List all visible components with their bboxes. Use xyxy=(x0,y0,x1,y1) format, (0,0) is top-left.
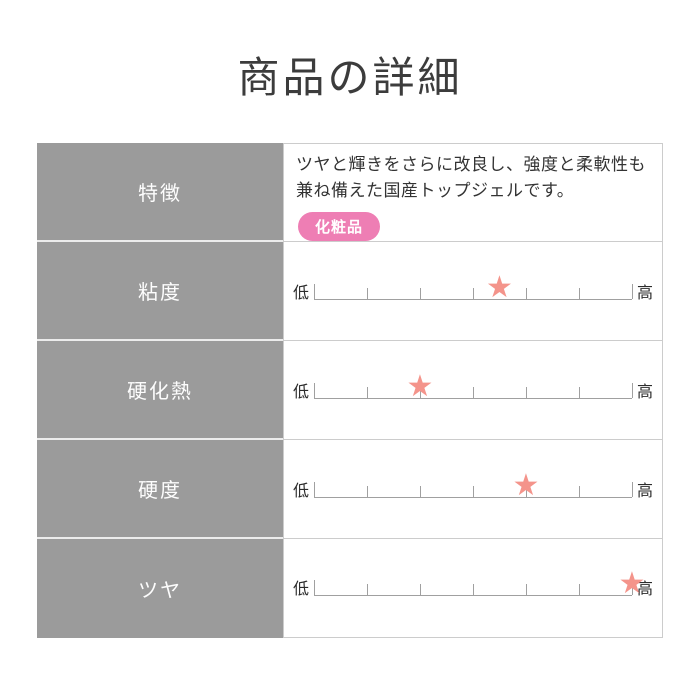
row-label-text: 特徴 xyxy=(138,183,182,205)
scale-tick xyxy=(314,283,316,299)
viscosity-scale-cell: 低 ★ 高 xyxy=(283,241,663,341)
scale-low-label: 低 xyxy=(293,581,310,598)
rating-scale: 低 ★ 高 xyxy=(284,371,662,401)
row-label-feature: 特徴 xyxy=(37,143,283,242)
scale-high-label: 高 xyxy=(636,482,653,500)
row-label-hardness: 硬度 xyxy=(37,440,283,539)
row-label-gloss: ツヤ xyxy=(37,539,283,638)
scale-tick xyxy=(367,485,368,497)
scale-low-label: 低 xyxy=(293,284,310,302)
scale-tick xyxy=(420,485,421,497)
cosmetics-badge: 化粧品 xyxy=(298,211,381,241)
scale-tick xyxy=(473,584,474,595)
table-row-feature: 特徴 ツヤと輝きをさらに改良し、強度と柔軟性も兼ね備えた国産トップジェルです。 … xyxy=(37,143,663,242)
table-row-viscosity: 粘度 低 ★ 高 xyxy=(37,241,663,341)
scale-tick xyxy=(367,287,368,299)
rating-scale: 低 ★ 高 xyxy=(284,569,662,599)
scale-tick xyxy=(525,386,527,398)
scale-high-label: 高 xyxy=(636,581,653,598)
scale-tick xyxy=(420,386,421,398)
feature-description: ツヤと輝きをさらに改良し、強度と柔軟性も兼ね備えた国産トップジェルです。 xyxy=(296,155,646,201)
scale-tick xyxy=(473,485,474,497)
scale-tick xyxy=(420,584,421,595)
scale-tick xyxy=(631,283,633,299)
scale-high-label: 高 xyxy=(636,383,653,401)
scale-tick xyxy=(473,287,474,299)
scale-tick xyxy=(578,485,580,497)
scale-low-label: 低 xyxy=(293,482,310,500)
scale-tick xyxy=(631,382,633,398)
scale-tick xyxy=(525,287,527,299)
row-label-text: 硬度 xyxy=(138,480,182,502)
scale-tick xyxy=(578,287,580,299)
scale-high-label: 高 xyxy=(636,284,653,302)
scale-tick xyxy=(631,580,633,595)
scale-tick xyxy=(578,386,580,398)
row-label-text: 粘度 xyxy=(138,282,182,304)
product-spec-table: 特徴 ツヤと輝きをさらに改良し、強度と柔軟性も兼ね備えた国産トップジェルです。 … xyxy=(37,143,663,638)
row-label-viscosity: 粘度 xyxy=(37,242,283,341)
scale-ruler: ★ xyxy=(314,272,633,302)
scale-ruler: ★ xyxy=(314,569,645,599)
hardness-scale-cell: 低 ★ 高 xyxy=(283,439,663,539)
rating-star-icon: ★ xyxy=(486,269,513,305)
rating-star-icon: ★ xyxy=(512,467,540,503)
rating-scale: 低 ★ 高 xyxy=(284,272,662,302)
scale-low-label: 低 xyxy=(293,383,310,401)
curing-heat-scale-cell: 低 ★ 高 xyxy=(283,340,663,440)
gloss-scale-cell: 低 ★ 高 xyxy=(283,538,663,638)
scale-tick xyxy=(420,287,421,299)
table-row-curing-heat: 硬化熱 低 ★ 高 xyxy=(37,340,663,440)
scale-ruler: ★ xyxy=(314,470,633,500)
scale-tick xyxy=(578,584,580,595)
scale-tick xyxy=(367,386,368,398)
table-row-gloss: ツヤ 低 ★ 高 xyxy=(37,538,663,638)
scale-tick xyxy=(525,485,527,497)
scale-tick xyxy=(473,386,474,398)
scale-tick xyxy=(314,580,316,595)
rating-star-icon: ★ xyxy=(618,566,646,601)
scale-tick xyxy=(314,481,316,497)
scale-tick xyxy=(631,481,633,497)
rating-scale: 低 ★ 高 xyxy=(284,470,662,500)
scale-tick xyxy=(367,584,368,595)
feature-content-cell: ツヤと輝きをさらに改良し、強度と柔軟性も兼ね備えた国産トップジェルです。 化粧品 xyxy=(283,143,663,242)
scale-tick xyxy=(525,584,527,595)
page-title: 商品の詳細 xyxy=(237,54,463,101)
row-label-text: 硬化熱 xyxy=(127,381,193,403)
row-label-curing-heat: 硬化熱 xyxy=(37,341,283,440)
scale-tick xyxy=(314,382,316,398)
table-row-hardness: 硬度 低 ★ 高 xyxy=(37,439,663,539)
rating-star-icon: ★ xyxy=(406,368,434,404)
row-label-text: ツヤ xyxy=(138,580,182,602)
scale-ruler: ★ xyxy=(314,371,633,401)
